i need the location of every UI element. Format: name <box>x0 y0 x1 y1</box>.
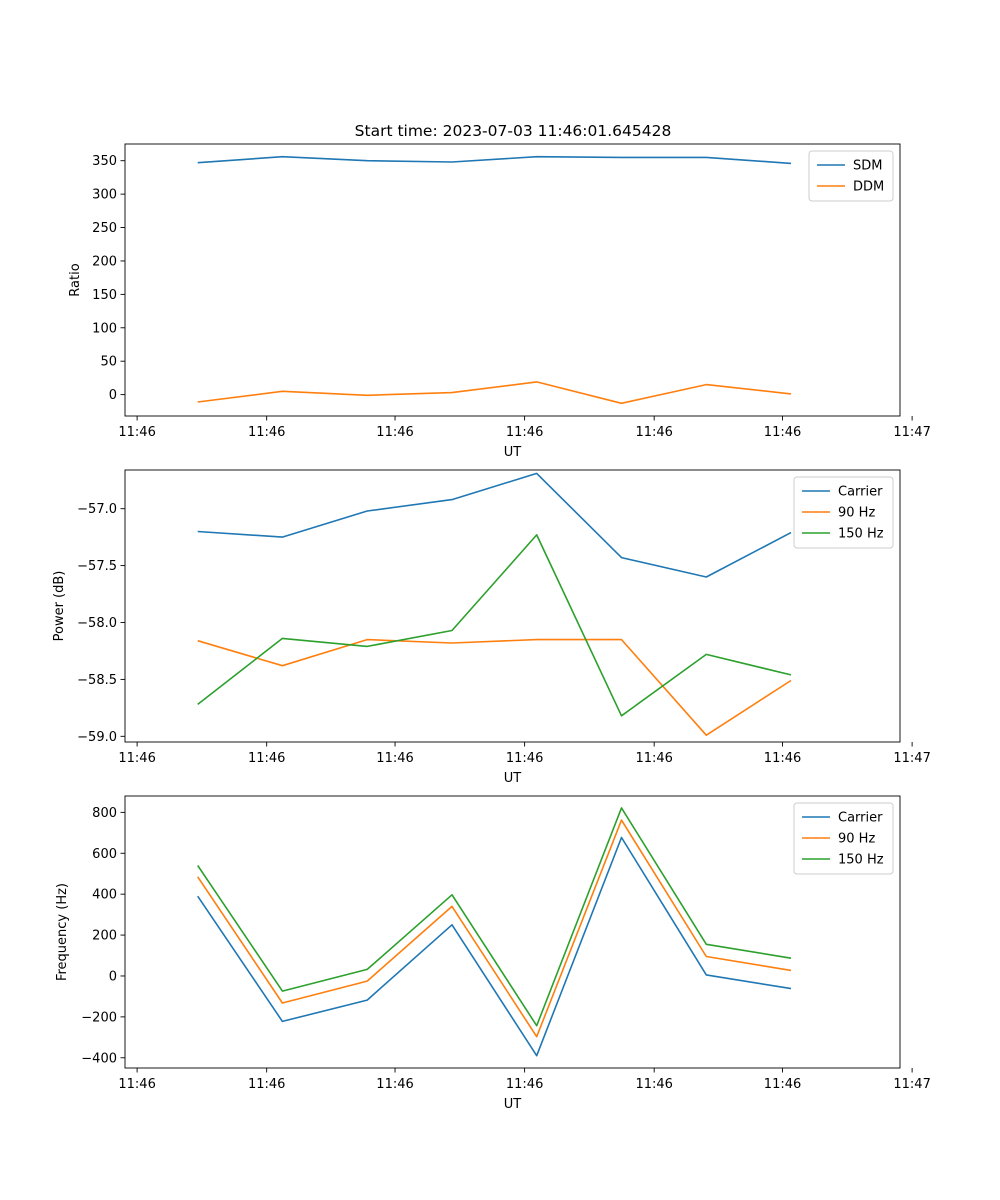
series-line-150-hz <box>197 807 792 1027</box>
y-tick-label: 0 <box>109 969 117 984</box>
legend: Carrier 90 Hz 150 Hz <box>793 476 894 549</box>
y-tick-label: 600 <box>92 847 117 862</box>
legend: Carrier 90 Hz 150 Hz <box>793 802 894 875</box>
x-tick-label: 11:46 <box>118 1077 155 1092</box>
x-axis-label: UT <box>504 445 522 460</box>
legend-label-carrier: Carrier <box>838 485 883 500</box>
chart-title: Start time: 2023-07-03 11:46:01.645428 <box>355 122 672 140</box>
x-tick-label: 11:46 <box>506 1077 543 1092</box>
y-axis-label: Frequency (Hz) <box>55 883 70 981</box>
x-tick-label: 11:46 <box>376 1077 413 1092</box>
y-tick-label: 800 <box>92 806 117 821</box>
x-tick-label: 11:46 <box>376 751 413 766</box>
legend-label-90-hz: 90 Hz <box>838 832 875 847</box>
y-tick-label: 350 <box>92 154 117 169</box>
y-tick-label: −400 <box>81 1051 117 1066</box>
subplot-3: 11:46 11:46 11:46 11:46 11:46 11:46 11:47 −400 −… <box>55 795 931 1112</box>
x-tick-label: 11:46 <box>764 751 801 766</box>
legend-box <box>808 150 894 202</box>
legend-box <box>793 802 894 875</box>
x-tick-label: 11:46 <box>248 425 285 440</box>
series-line-carrier <box>197 836 792 1057</box>
subplots: 11:46 11:46 11:46 11:46 11:46 11:46 11:47 0 50 10… <box>52 143 931 1112</box>
legend-label-carrier: Carrier <box>838 811 883 826</box>
y-tick-label: 300 <box>92 188 117 203</box>
y-axis-label: Ratio <box>68 263 83 296</box>
x-tick-label: 11:46 <box>764 425 801 440</box>
x-tick-label: 11:47 <box>893 751 930 766</box>
y-tick-label: 50 <box>100 355 117 370</box>
y-tick-label: 250 <box>92 221 117 236</box>
series-line-carrier <box>197 472 792 578</box>
x-tick-label: 11:46 <box>506 751 543 766</box>
legend-label-sdm: SDM <box>853 159 882 174</box>
y-tick-label: 400 <box>92 888 117 903</box>
x-tick-label: 11:46 <box>118 751 155 766</box>
subplot-2: 11:46 11:46 11:46 11:46 11:46 11:46 11:47 −59.0… <box>52 469 931 786</box>
x-axis-label: UT <box>504 771 522 786</box>
x-tick-label: 11:46 <box>764 1077 801 1092</box>
x-tick-label: 11:46 <box>248 1077 285 1092</box>
legend: SDM DDM <box>808 150 894 202</box>
series-line-sdm <box>197 155 792 165</box>
x-tick-label: 11:46 <box>248 751 285 766</box>
y-tick-label: −200 <box>81 1010 117 1025</box>
legend-label-ddm: DDM <box>853 180 884 195</box>
series-line-ddm <box>197 381 792 405</box>
legend-box <box>793 476 894 549</box>
legend-label-150-hz: 150 Hz <box>838 853 884 868</box>
x-tick-label: 11:47 <box>893 425 930 440</box>
y-tick-label: 150 <box>92 288 117 303</box>
x-axis-label: UT <box>504 1097 522 1112</box>
x-tick-label: 11:46 <box>635 751 672 766</box>
axes-frame <box>124 469 901 743</box>
y-tick-label: 200 <box>92 254 117 269</box>
series-line-150-hz <box>197 534 792 717</box>
y-tick-label: 100 <box>92 321 117 336</box>
axes-frame <box>124 795 901 1069</box>
y-tick-label: −59.0 <box>77 730 117 745</box>
axes-frame <box>124 143 901 417</box>
y-tick-label: −58.0 <box>77 616 117 631</box>
series-line-90-hz <box>197 819 792 1038</box>
series-line-90-hz <box>197 638 792 737</box>
y-tick-label: −57.0 <box>77 502 117 517</box>
x-tick-label: 11:46 <box>635 425 672 440</box>
legend-label-150-hz: 150 Hz <box>838 527 884 542</box>
subplot-1: 11:46 11:46 11:46 11:46 11:46 11:46 11:47 0 50 10… <box>68 143 931 460</box>
x-tick-label: 11:46 <box>506 425 543 440</box>
y-tick-label: 0 <box>109 388 117 403</box>
x-tick-label: 11:47 <box>893 1077 930 1092</box>
y-tick-label: −58.5 <box>77 673 117 688</box>
y-tick-label: 200 <box>92 929 117 944</box>
x-tick-label: 11:46 <box>118 425 155 440</box>
legend-label-90-hz: 90 Hz <box>838 506 875 521</box>
y-axis-label: Power (dB) <box>52 571 67 642</box>
y-tick-label: −57.5 <box>77 559 117 574</box>
x-tick-label: 11:46 <box>376 425 413 440</box>
x-tick-label: 11:46 <box>635 1077 672 1092</box>
